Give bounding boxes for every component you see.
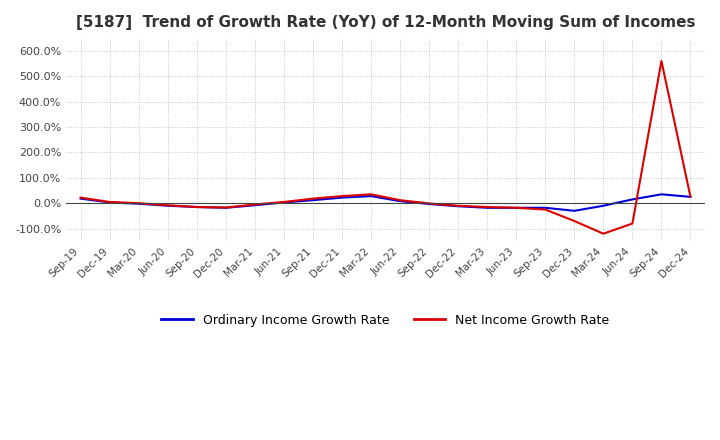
Net Income Growth Rate <box>628 221 636 226</box>
Ordinary Income Growth Rate <box>338 195 346 200</box>
Net Income Growth Rate <box>192 205 201 210</box>
Net Income Growth Rate <box>425 201 433 206</box>
Net Income Growth Rate <box>279 199 288 205</box>
Net Income Growth Rate <box>570 218 579 224</box>
Net Income Growth Rate <box>657 59 666 64</box>
Net Income Growth Rate <box>163 202 172 208</box>
Net Income Growth Rate <box>396 198 405 203</box>
Ordinary Income Growth Rate <box>309 198 318 203</box>
Ordinary Income Growth Rate <box>599 203 608 209</box>
Net Income Growth Rate <box>541 207 549 212</box>
Ordinary Income Growth Rate <box>366 194 375 199</box>
Net Income Growth Rate <box>454 203 462 209</box>
Ordinary Income Growth Rate <box>279 200 288 205</box>
Ordinary Income Growth Rate <box>483 205 492 210</box>
Ordinary Income Growth Rate <box>396 198 405 204</box>
Net Income Growth Rate <box>338 194 346 199</box>
Ordinary Income Growth Rate <box>628 197 636 202</box>
Ordinary Income Growth Rate <box>222 205 230 210</box>
Net Income Growth Rate <box>76 195 85 200</box>
Ordinary Income Growth Rate <box>686 194 695 199</box>
Ordinary Income Growth Rate <box>105 200 114 205</box>
Net Income Growth Rate <box>135 201 143 206</box>
Net Income Growth Rate <box>686 194 695 199</box>
Line: Ordinary Income Growth Rate: Ordinary Income Growth Rate <box>81 194 690 211</box>
Net Income Growth Rate <box>251 202 259 207</box>
Ordinary Income Growth Rate <box>570 208 579 213</box>
Ordinary Income Growth Rate <box>251 202 259 208</box>
Title: [5187]  Trend of Growth Rate (YoY) of 12-Month Moving Sum of Incomes: [5187] Trend of Growth Rate (YoY) of 12-… <box>76 15 696 30</box>
Legend: Ordinary Income Growth Rate, Net Income Growth Rate: Ordinary Income Growth Rate, Net Income … <box>156 308 615 331</box>
Net Income Growth Rate <box>309 196 318 201</box>
Ordinary Income Growth Rate <box>192 205 201 210</box>
Net Income Growth Rate <box>105 199 114 205</box>
Ordinary Income Growth Rate <box>135 201 143 206</box>
Ordinary Income Growth Rate <box>163 203 172 209</box>
Line: Net Income Growth Rate: Net Income Growth Rate <box>81 61 690 234</box>
Net Income Growth Rate <box>512 205 521 210</box>
Ordinary Income Growth Rate <box>512 205 521 210</box>
Net Income Growth Rate <box>222 205 230 210</box>
Ordinary Income Growth Rate <box>657 192 666 197</box>
Net Income Growth Rate <box>366 192 375 197</box>
Ordinary Income Growth Rate <box>541 205 549 210</box>
Net Income Growth Rate <box>483 205 492 210</box>
Ordinary Income Growth Rate <box>454 204 462 209</box>
Net Income Growth Rate <box>599 231 608 236</box>
Ordinary Income Growth Rate <box>76 196 85 201</box>
Ordinary Income Growth Rate <box>425 202 433 207</box>
